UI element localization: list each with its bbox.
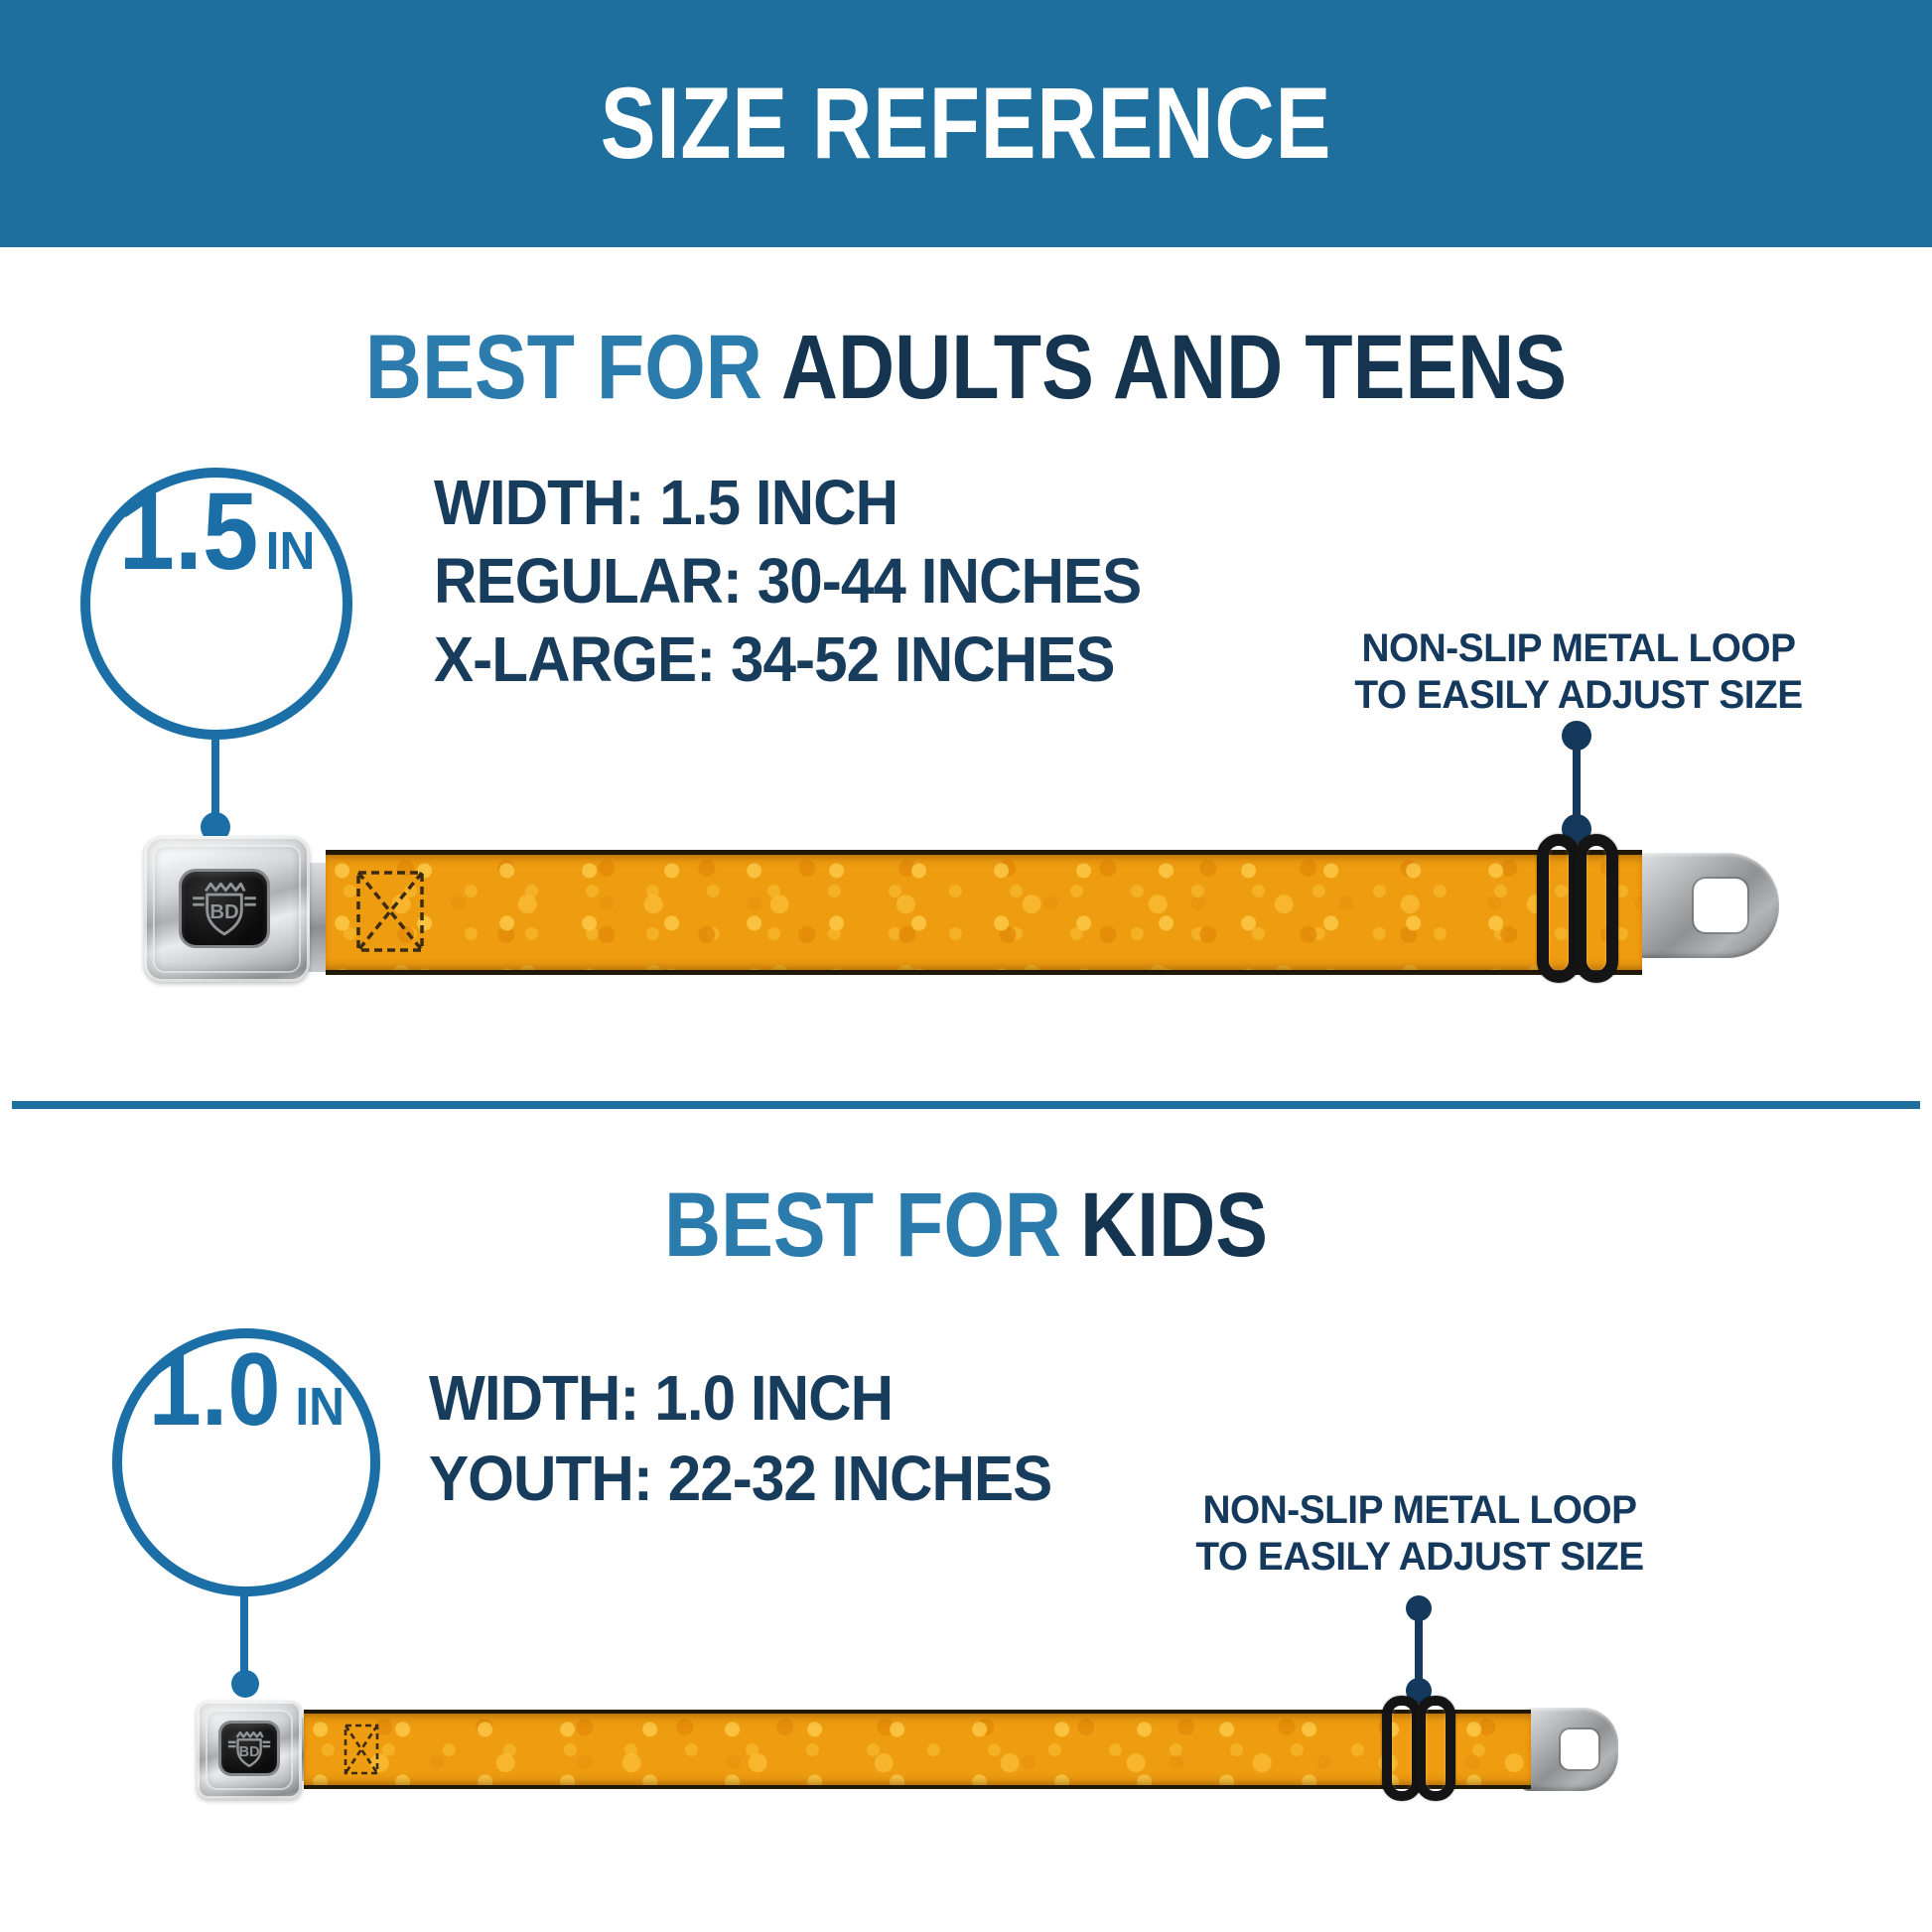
width-badge-text: 1.0 IN <box>148 1338 344 1442</box>
belt-webbing <box>304 1710 1531 1789</box>
badge-value: 1.5 <box>118 471 258 593</box>
metal-slider-loop <box>1382 1696 1455 1801</box>
heading-audience: KIDS <box>1079 1174 1268 1276</box>
buckle-logo-text: BD <box>209 901 238 923</box>
belt-buckle: BD <box>197 1701 302 1799</box>
buckle-down-bd-logo-icon: BD <box>193 882 256 936</box>
callout-pointer-line <box>1415 1614 1423 1686</box>
callout-line-1: NON-SLIP METAL LOOP <box>1202 1488 1637 1532</box>
buckle-window: BD <box>182 872 267 945</box>
slider-ring-right <box>1575 834 1618 983</box>
buckle-logo-text: BD <box>239 1744 260 1760</box>
slider-ring-right <box>1416 1696 1455 1801</box>
section-heading-kids: BEST FOR KIDS <box>135 1173 1797 1278</box>
belt-latch-tab <box>1628 853 1779 958</box>
stitch-box-icon <box>344 1724 379 1775</box>
width-badge-1-0in: 1.0 IN <box>112 1328 380 1596</box>
spec-line-regular: REGULAR: 30-44 INCHES <box>434 545 1142 617</box>
spec-line-width: WIDTH: 1.0 INCH <box>429 1362 894 1434</box>
belt-webbing <box>326 850 1642 975</box>
callout-metal-loop-adults: NON-SLIP METAL LOOP TO EASILY ADJUST SIZ… <box>1328 625 1829 719</box>
width-badge-text: 1.5 IN <box>118 478 315 587</box>
badge-pointer-line <box>211 738 219 821</box>
callout-metal-loop-kids: NON-SLIP METAL LOOP TO EASILY ADJUST SIZ… <box>1170 1487 1670 1581</box>
callout-line-2: TO EASILY ADJUST SIZE <box>1195 1535 1644 1579</box>
callout-line-2: TO EASILY ADJUST SIZE <box>1354 673 1803 717</box>
callout-pointer-line <box>1573 743 1581 828</box>
spec-line-youth: YOUTH: 22-32 INCHES <box>429 1443 1052 1514</box>
heading-audience: ADULTS AND TEENS <box>780 317 1568 418</box>
page-title: SIZE REFERENCE <box>600 67 1332 180</box>
spec-list-kids: WIDTH: 1.0 INCH YOUTH: 22-32 INCHES <box>429 1358 1052 1519</box>
spec-line-xlarge: X-LARGE: 34-52 INCHES <box>434 623 1116 695</box>
badge-pointer-line <box>240 1594 248 1678</box>
heading-best-for: BEST FOR <box>664 1174 1062 1276</box>
belt-latch-tab <box>1519 1708 1618 1791</box>
badge-unit: IN <box>295 1377 345 1437</box>
section-divider <box>12 1101 1920 1109</box>
latch-hole <box>1694 879 1747 932</box>
buckle-down-bd-logo-icon: BD <box>227 1730 271 1767</box>
metal-slider-loop <box>1537 834 1618 983</box>
width-badge-1-5in: 1.5 IN <box>80 468 352 740</box>
spec-list-adults: WIDTH: 1.5 INCH REGULAR: 30-44 INCHES X-… <box>434 464 1142 699</box>
latch-hole <box>1561 1729 1598 1769</box>
spec-line-width: WIDTH: 1.5 INCH <box>434 467 898 538</box>
section-heading-adults: BEST FOR ADULTS AND TEENS <box>135 316 1797 420</box>
badge-pointer-dot <box>231 1670 259 1698</box>
stitch-box-icon <box>356 871 424 952</box>
heading-best-for: BEST FOR <box>364 317 762 418</box>
belt-buckle: BD <box>144 836 310 982</box>
buckle-window: BD <box>221 1724 277 1773</box>
callout-line-1: NON-SLIP METAL LOOP <box>1361 626 1796 670</box>
header-band: SIZE REFERENCE <box>0 0 1932 247</box>
badge-value: 1.0 <box>148 1332 281 1448</box>
badge-unit: IN <box>265 521 315 581</box>
